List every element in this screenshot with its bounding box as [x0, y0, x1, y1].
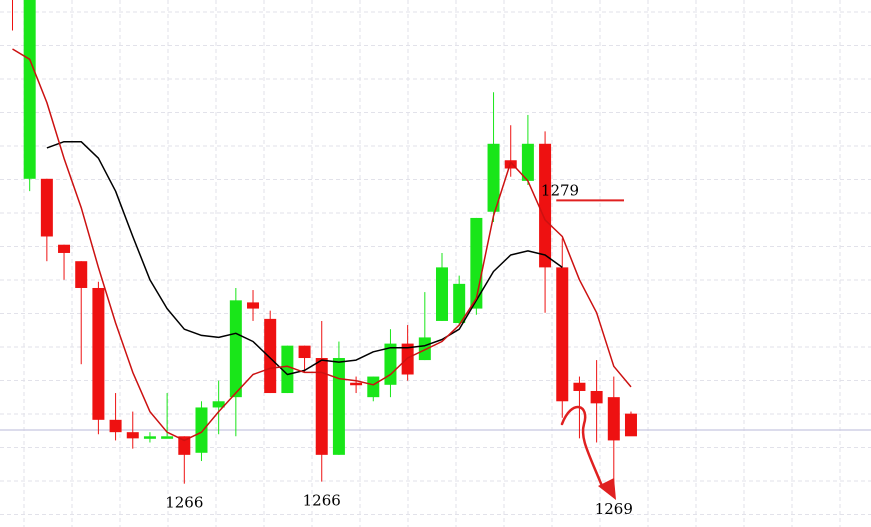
candle-body	[247, 302, 260, 309]
candle-body	[332, 358, 345, 455]
candle-body	[178, 436, 191, 455]
annotations: 1266 1266 1269 1279	[165, 181, 633, 517]
low-price-label: 1266	[303, 492, 341, 510]
candle-body	[126, 432, 139, 439]
candle-body	[367, 376, 380, 398]
ma-slow-line	[46, 140, 563, 376]
candle-body	[229, 300, 242, 398]
candle-body	[23, 0, 36, 179]
candle-body	[92, 287, 105, 420]
candle-body	[212, 401, 225, 408]
candle-body	[539, 143, 552, 268]
resistance-label: 1279	[541, 181, 579, 199]
candle-body	[315, 358, 328, 455]
candle-body	[573, 382, 586, 391]
candle-body	[521, 143, 534, 181]
candle-body	[624, 413, 637, 437]
candle-body	[264, 318, 277, 394]
candle-body	[161, 436, 174, 439]
candle-body	[556, 267, 569, 402]
down-arrow-curve	[560, 405, 604, 488]
candle-body	[384, 343, 397, 385]
candle-body	[195, 407, 208, 453]
low-price-label: 1266	[165, 494, 203, 512]
candle-body	[40, 178, 53, 237]
candle-body	[58, 244, 71, 253]
candle-body	[75, 261, 88, 288]
candle-body	[418, 337, 431, 361]
candles	[12, 0, 637, 490]
ma-fast-line	[12, 48, 632, 442]
candle-body	[298, 345, 311, 359]
candle-body	[143, 436, 156, 439]
candle-body	[281, 345, 294, 394]
candle-body	[453, 283, 466, 323]
down-arrow-head	[598, 478, 616, 500]
candle-body	[487, 143, 500, 212]
candle-body	[607, 397, 620, 441]
moving-averages	[12, 48, 632, 442]
candle-body	[109, 419, 122, 433]
low-price-label: 1269	[595, 500, 633, 518]
candle-body	[436, 267, 448, 321]
candle-body	[350, 382, 363, 386]
candle-body	[401, 343, 414, 375]
candle-body	[590, 390, 603, 404]
